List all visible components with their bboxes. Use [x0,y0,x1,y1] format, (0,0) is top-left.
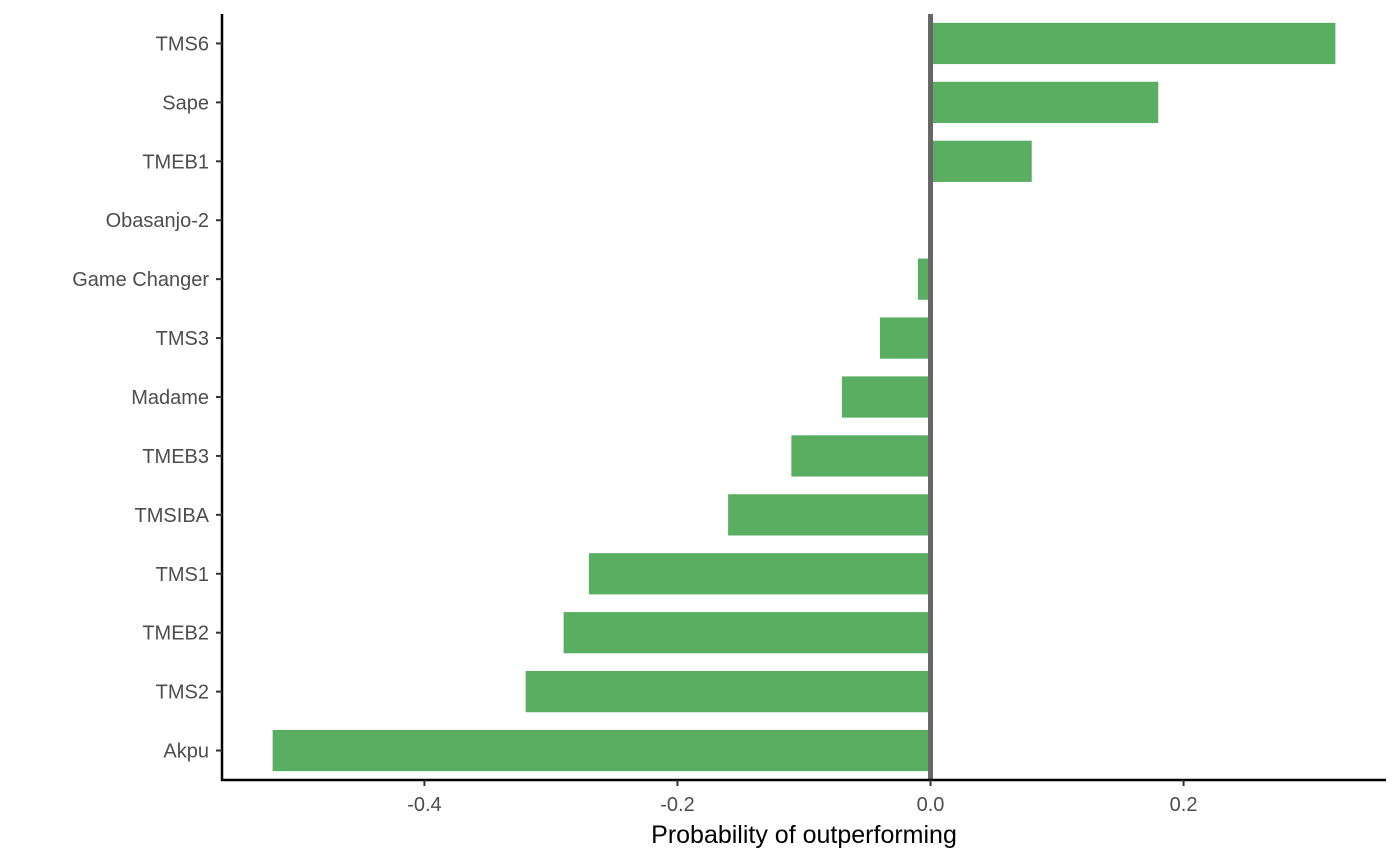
x-tick-label: 0.2 [1170,794,1198,816]
y-tick-label: Madame [131,387,209,409]
y-tick-label: TMS6 [156,33,209,55]
y-tick-label: TMS3 [156,328,209,350]
bar-sape [930,81,1159,124]
x-tick-label: -0.4 [407,794,441,816]
y-tick-label: Sape [162,92,209,114]
bar-tmeb1 [930,140,1032,182]
y-axis-ticks: TMS6 Sape TMEB1 Obasanjo-2 Game Changer TMS3 M… [72,33,222,763]
bar-game-changer [917,258,931,300]
x-tick-label: -0.2 [660,794,694,816]
bars-group [272,22,1336,772]
bar-akpu [272,729,931,772]
x-axis-title: Probability of outperforming [651,821,957,849]
bar-madame [841,376,931,418]
y-tick-label: TMEB2 [142,623,209,645]
y-tick-label: TMEB3 [142,446,209,468]
bar-tms6 [930,22,1336,65]
y-tick-label: TMSIBA [135,505,210,527]
bar-tms2 [525,670,931,713]
bar-tms1 [588,553,931,595]
y-tick-label: Obasanjo-2 [106,210,209,232]
y-tick-label: TMS2 [156,682,209,704]
x-axis-ticks: -0.4 -0.2 0.0 0.2 [407,780,1197,816]
bar-tmeb3 [791,435,931,477]
y-tick-label: Game Changer [72,269,209,291]
bar-tms3 [879,317,931,359]
y-tick-label: TMEB1 [142,151,209,173]
y-tick-label: TMS1 [156,564,209,586]
y-tick-label: Akpu [163,741,209,763]
bar-tmeb2 [563,612,931,654]
bar-tmsiba [728,494,931,536]
x-tick-label: 0.0 [917,794,945,816]
